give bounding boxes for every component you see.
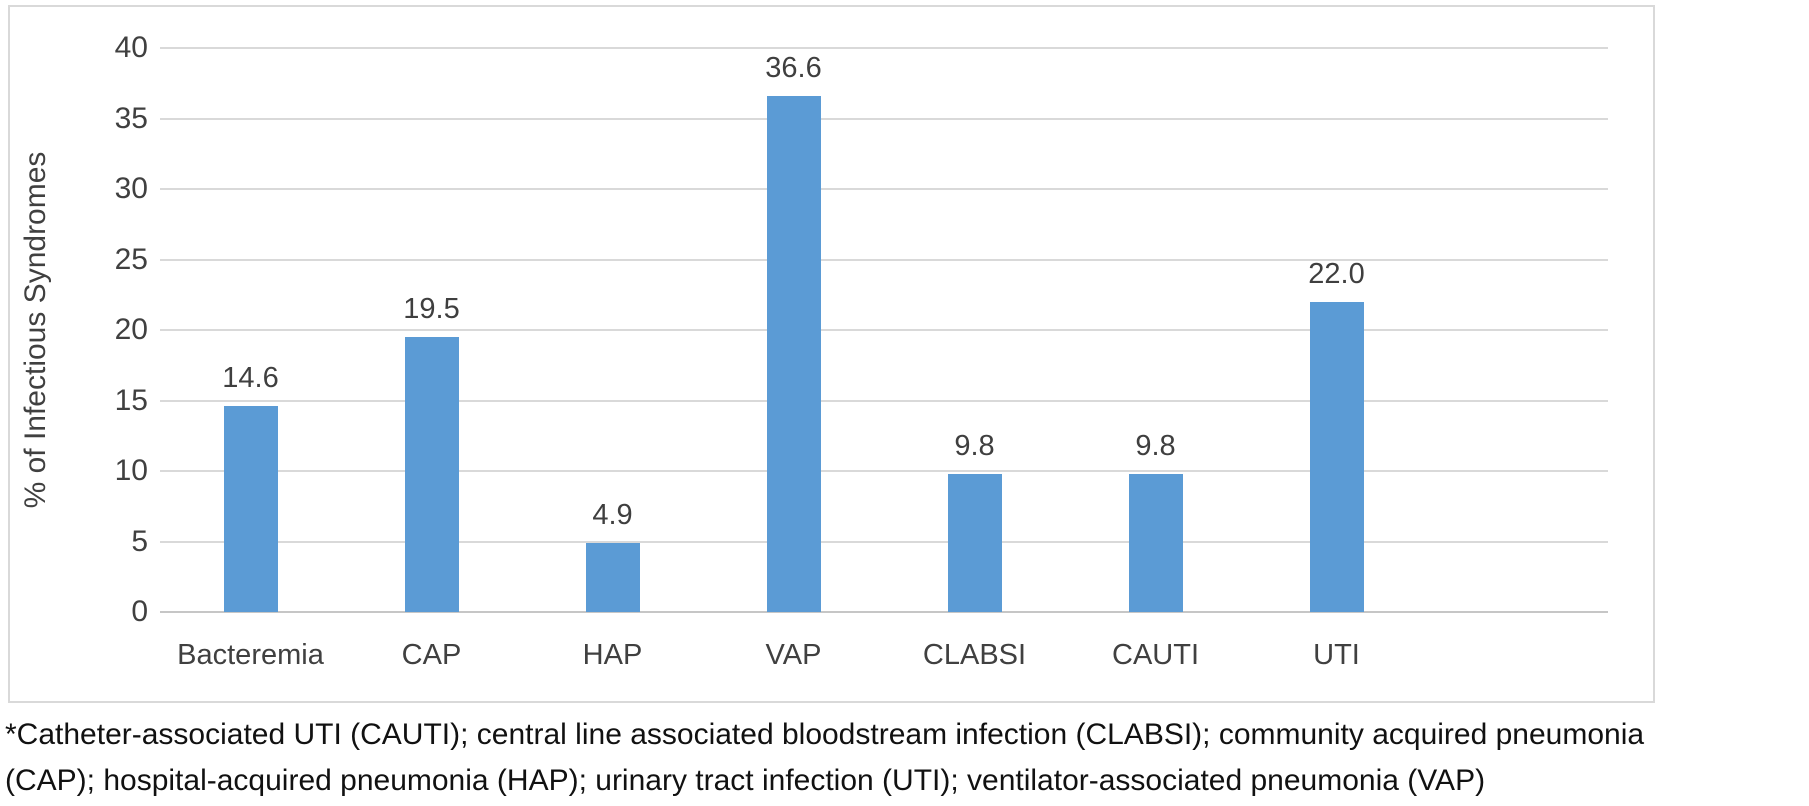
bar-value-label: 22.0 bbox=[1308, 257, 1365, 290]
gridline bbox=[160, 47, 1608, 49]
x-tick-label: UTI bbox=[1313, 639, 1360, 671]
y-tick-label: 5 bbox=[131, 524, 148, 558]
bar-value-label: 4.9 bbox=[592, 498, 633, 531]
bar-value-label: 36.6 bbox=[765, 51, 822, 84]
y-tick-label: 10 bbox=[114, 454, 148, 487]
x-tick-label: Bacteremia bbox=[177, 639, 324, 671]
bar-value-label: 9.8 bbox=[954, 429, 995, 462]
y-tick-label: 40 bbox=[114, 31, 148, 64]
bar bbox=[585, 542, 640, 612]
y-axis-title: % of Infectious Syndromes bbox=[19, 151, 52, 509]
y-tick-label: 0 bbox=[131, 595, 148, 628]
x-tick-label: CAUTI bbox=[1112, 639, 1199, 671]
bar bbox=[1309, 301, 1364, 612]
x-tick-label: CAP bbox=[401, 639, 462, 671]
y-tick-label: 20 bbox=[114, 313, 148, 346]
bar-value-label: 14.6 bbox=[222, 362, 279, 395]
bar bbox=[404, 337, 459, 612]
chart-footnote: *Catheter-associated UTI (CAUTI); centra… bbox=[5, 712, 1805, 804]
x-tick-label: VAP bbox=[765, 639, 822, 671]
footnote-line-2: (CAP); hospital-acquired pneumonia (HAP)… bbox=[5, 764, 1486, 797]
x-tick-label: HAP bbox=[582, 639, 643, 671]
bar-value-label: 19.5 bbox=[403, 293, 460, 326]
bar bbox=[223, 406, 278, 612]
bar bbox=[947, 473, 1002, 612]
bar bbox=[1128, 473, 1183, 612]
bar-value-label: 9.8 bbox=[1135, 429, 1176, 462]
gridline bbox=[160, 329, 1608, 331]
gridline bbox=[160, 188, 1608, 190]
y-tick-label: 30 bbox=[114, 172, 148, 205]
gridline bbox=[160, 117, 1608, 120]
footnote-line-1: *Catheter-associated UTI (CAUTI); centra… bbox=[5, 718, 1645, 751]
y-tick-label: 35 bbox=[114, 101, 148, 135]
chart-frame bbox=[8, 5, 1655, 703]
gridline bbox=[160, 258, 1608, 261]
x-tick-label: CLABSI bbox=[922, 639, 1027, 671]
bar bbox=[766, 95, 821, 612]
gridline bbox=[160, 470, 1608, 472]
y-tick-label: 15 bbox=[114, 383, 148, 417]
gridline bbox=[160, 611, 1608, 613]
gridline bbox=[160, 399, 1608, 402]
y-tick-label: 25 bbox=[114, 242, 148, 276]
gridline bbox=[160, 540, 1608, 543]
